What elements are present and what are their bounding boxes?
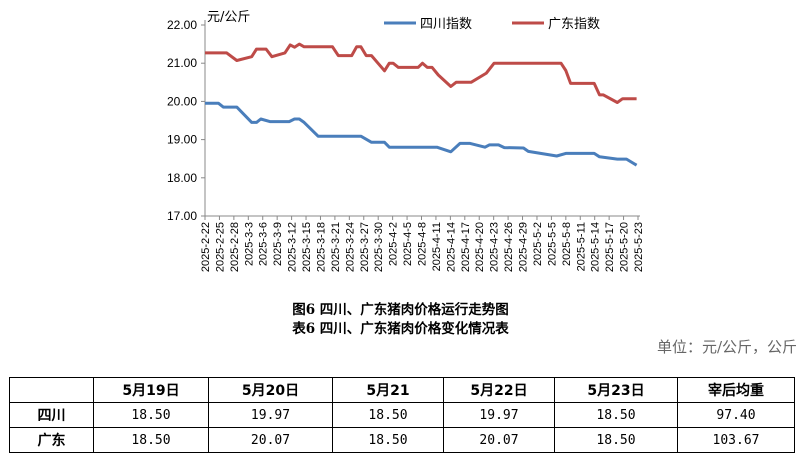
table-row: 四川 18.50 19.97 18.50 19.97 18.50 97.40 (9, 402, 795, 428)
series-line-sichuan (205, 101, 638, 167)
table-cell: 18.50 (554, 402, 678, 428)
table-caption: 表6 四川、广东猪肉价格变化情况表 (292, 321, 509, 337)
header-cell (9, 377, 94, 403)
x-tick-label: 2025-5-11 (575, 222, 587, 271)
y-tick-label: 21.00 (167, 56, 197, 70)
header-cell: 5月19日 (93, 377, 209, 403)
header-cell: 5月23日 (554, 377, 678, 403)
x-tick-label: 2025-4-17 (460, 222, 472, 272)
x-tick-label: 2025-3-3 (243, 222, 255, 266)
table-row: 广东 18.50 20.07 18.50 20.07 18.50 103.67 (9, 427, 795, 453)
header-cell: 5月20日 (208, 377, 333, 403)
x-tick-label: 2025-5-2 (532, 222, 544, 266)
x-tick-label: 2025-5-23 (633, 222, 645, 272)
x-tick-label: 2025-3-18 (315, 222, 327, 272)
x-tick-label: 2025-5-14 (590, 222, 602, 272)
x-tick-label: 2025-3-24 (344, 222, 356, 272)
table-cell: 20.07 (208, 427, 333, 453)
table-cell: 18.50 (332, 427, 444, 453)
y-tick-label: 17.00 (167, 209, 197, 223)
series-line-guangdong (205, 42, 637, 104)
x-tick-label: 2025-4-23 (489, 222, 501, 272)
x-tick-label: 2025-3-6 (258, 222, 270, 266)
price-table: 5月19日 5月20日 5月21 5月22日 5月23日 宰后均重 四川 18.… (9, 377, 795, 453)
x-tick-label: 2025-4-5 (402, 222, 414, 266)
y-tick-label: 22.00 (167, 18, 197, 32)
table-cell: 18.50 (93, 427, 209, 453)
header-cell: 宰后均重 (677, 377, 795, 403)
x-tick-label: 2025-3-9 (272, 222, 284, 266)
x-tick-label: 2025-5-5 (546, 222, 558, 266)
legend-label: 四川指数 (420, 17, 472, 32)
table-cell: 103.67 (677, 427, 795, 453)
header-cell: 5月21 (332, 377, 444, 403)
figure-caption: 图6 四川、广东猪肉价格运行走势图 (292, 302, 509, 318)
x-tick-label: 2025-5-8 (561, 222, 573, 266)
table-cell: 18.50 (332, 402, 444, 428)
x-tick-label: 2025-3-30 (373, 222, 385, 272)
table-cell: 19.97 (443, 402, 555, 428)
x-tick-label: 2025-4-2 (388, 222, 400, 266)
y-tick-label: 19.00 (167, 133, 197, 147)
legend-label: 广东指数 (548, 17, 600, 32)
row-label: 广东 (9, 427, 94, 453)
x-tick-label: 2025-4-26 (503, 222, 515, 272)
x-tick-label: 2025-4-20 (474, 222, 486, 272)
table-cell: 97.40 (677, 402, 795, 428)
x-tick-label: 2025-5-20 (619, 222, 631, 272)
x-tick-label: 2025-4-11 (431, 222, 443, 271)
y-tick-label: 18.00 (167, 171, 197, 185)
unit-label: 单位：元/公斤，公斤 (656, 338, 797, 356)
x-tick-label: 2025-4-14 (445, 222, 457, 272)
table-cell: 18.50 (93, 402, 209, 428)
table-cell: 18.50 (554, 427, 678, 453)
x-tick-label: 2025-2-25 (214, 222, 226, 272)
y-axis-label: 元/公斤 (207, 10, 250, 25)
table-cell: 20.07 (443, 427, 555, 453)
x-tick-label: 2025-2-28 (229, 222, 241, 272)
price-trend-chart: 17.00 18.00 19.00 20.00 21.00 22.00 元/公斤 2025-2… (167, 10, 645, 272)
x-tick-label: 2025-3-12 (287, 222, 299, 272)
header-cell: 5月22日 (443, 377, 555, 403)
row-label: 四川 (9, 402, 94, 428)
table-header-row: 5月19日 5月20日 5月21 5月22日 5月23日 宰后均重 (9, 377, 795, 403)
x-tick-label: 2025-3-15 (301, 222, 313, 272)
table-cell: 19.97 (208, 402, 333, 428)
x-tick-label: 2025-3-27 (359, 222, 371, 272)
y-tick-label: 20.00 (167, 94, 197, 108)
x-tick-label: 2025-4-8 (417, 222, 429, 266)
x-tick-label: 2025-3-21 (330, 222, 342, 272)
x-tick-label: 2025-5-17 (604, 222, 616, 272)
x-tick-label: 2025-4-29 (518, 222, 530, 272)
x-tick-label: 2025-2-22 (200, 222, 212, 272)
